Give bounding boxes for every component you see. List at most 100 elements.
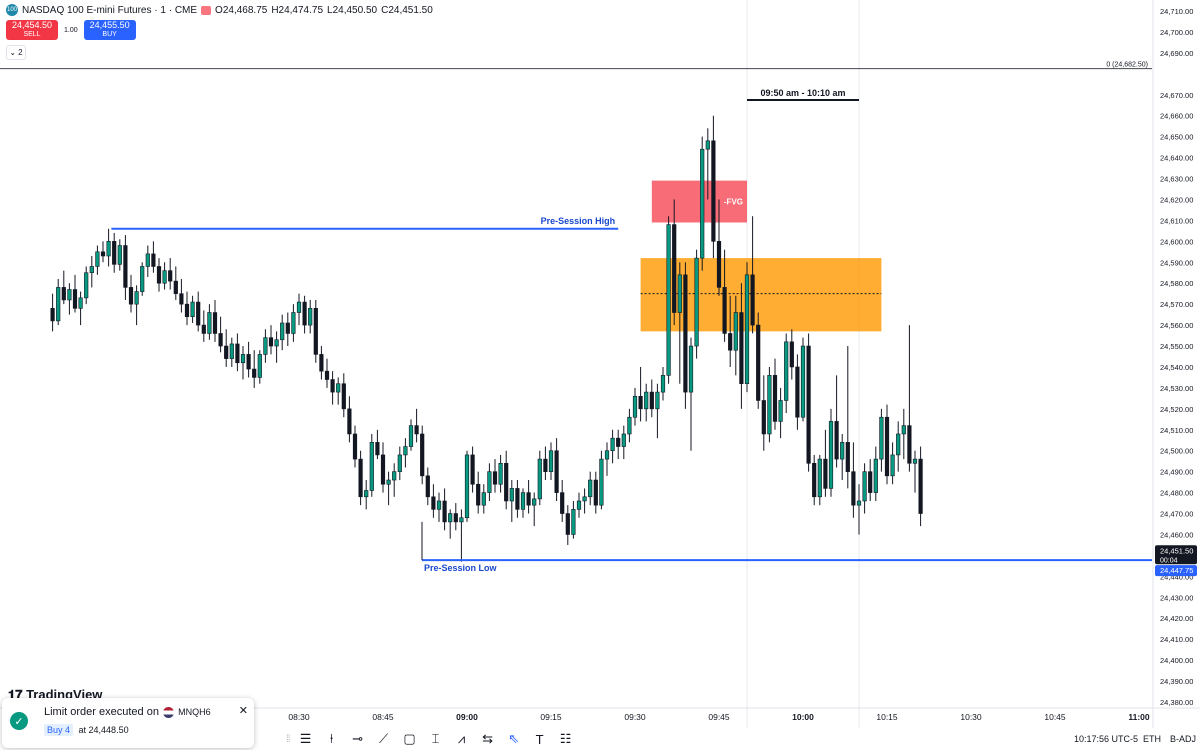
candle-body [492,471,498,485]
candle-body [616,437,621,447]
candle-body [184,303,190,318]
candle-body [638,395,643,410]
time-axis[interactable]: 08:30 08:45 09:00 09:15 09:30 09:45 10:00 10:15… [0,707,1200,722]
candle-body [313,308,318,355]
time-tick-label: 11:00 [1128,712,1150,722]
candle-body [744,274,750,385]
candle [319,346,324,380]
candle-body [117,245,122,265]
clock-readout[interactable]: 10:17:56 UTC-5 [1074,734,1139,744]
candle-body [554,450,559,493]
session-toggle[interactable]: ETH [1143,734,1161,744]
candle [851,442,856,518]
candle [313,299,318,363]
candle-body [806,345,811,464]
candle-body [509,488,514,502]
candle [280,314,285,351]
candle-body [660,375,666,393]
session-range-label: 09:50 am - 10:10 am [760,88,845,98]
price-axis[interactable]: 24,710.00 24,700.00 24,690.00 24,670.00 24,6… [1152,0,1197,728]
candle-body [565,513,570,535]
candle [330,371,335,405]
adjustment-toggle[interactable]: B-ADJ [1170,734,1197,744]
candle-body [728,333,733,351]
candle-body [918,458,923,514]
candle [744,262,750,393]
candle-body [425,475,430,498]
price-tick-label: 24,440.00 [1160,572,1193,581]
candle [862,463,867,514]
notification-symbol: MNQH6 [178,707,211,717]
toolbar-drag-handle-icon[interactable]: ⁞⁞ [286,733,290,745]
candle-body [285,322,290,334]
candle [918,446,923,527]
candle [78,291,83,326]
candle-body [688,345,694,393]
candle-body [61,287,66,301]
candle [375,429,380,460]
candle [56,279,61,326]
candle-body [67,289,72,301]
candle [408,419,414,451]
candle [666,216,671,384]
close-icon[interactable]: ✕ [238,705,248,717]
candle-body [470,454,475,485]
buy-badge: Buy 4 [44,724,74,736]
candle [106,228,111,267]
candle-body [644,391,649,410]
path-icon[interactable]: ⩘ [457,731,466,746]
candle-body [386,479,391,485]
symbol-title[interactable]: NASDAQ 100 E-mini Futures · 1 · CME [22,4,198,16]
candle [688,337,694,451]
sell-button[interactable]: 24,454.50 SELL [6,20,58,40]
candle-body [576,500,582,510]
candle [492,459,498,493]
candle [515,480,520,518]
candle-body [296,301,302,313]
vertical-line-icon[interactable]: ⍿ [329,731,334,746]
fib-icon[interactable]: ⌶ [431,731,440,746]
candle [548,442,554,481]
time-tick-label: 08:45 [372,712,394,722]
candle [380,442,386,493]
market-status-icon[interactable] [201,5,212,15]
candle-body [812,462,817,498]
candle-body [711,140,716,242]
price-tick-label: 24,530.00 [1160,384,1193,393]
candle-body [123,245,128,288]
candle [845,346,850,489]
arrows-icon[interactable]: ⇆ [482,731,494,746]
candle [89,255,94,288]
candle [638,366,643,422]
candle-body [840,442,845,460]
lines-icon[interactable]: ☰ [299,731,312,746]
candle [498,454,503,493]
cursor-icon[interactable]: ⇖ [508,731,520,746]
text-icon[interactable]: T [535,731,544,747]
candle-body [694,257,699,347]
candle [694,249,699,359]
menu-icon[interactable]: ☷ [559,731,572,746]
candle-body [330,379,335,393]
candle [201,310,206,342]
candle-body [324,370,330,380]
candle-body [621,433,626,447]
candle [856,484,862,535]
candle-body [459,517,464,523]
indicators-collapse-button[interactable]: ⌄ 2 [6,45,26,60]
candle [257,350,262,384]
candle-body [442,500,447,523]
candle-body [834,421,839,460]
candle-body [560,492,565,514]
candle-body [179,293,184,305]
trend-line-icon[interactable]: ⟋ [379,731,389,746]
price-tick-label: 24,560.00 [1160,321,1193,330]
candle [296,293,302,326]
buy-button[interactable]: 24,455.50 BUY [83,20,136,40]
order-quantity[interactable]: 1.00 [64,26,78,34]
horizontal-ray-icon[interactable]: ⊸ [352,731,364,746]
candle-body [369,442,374,491]
price-tick-label: 24,600.00 [1160,237,1193,246]
rectangle-icon[interactable]: ▢ [403,731,416,746]
